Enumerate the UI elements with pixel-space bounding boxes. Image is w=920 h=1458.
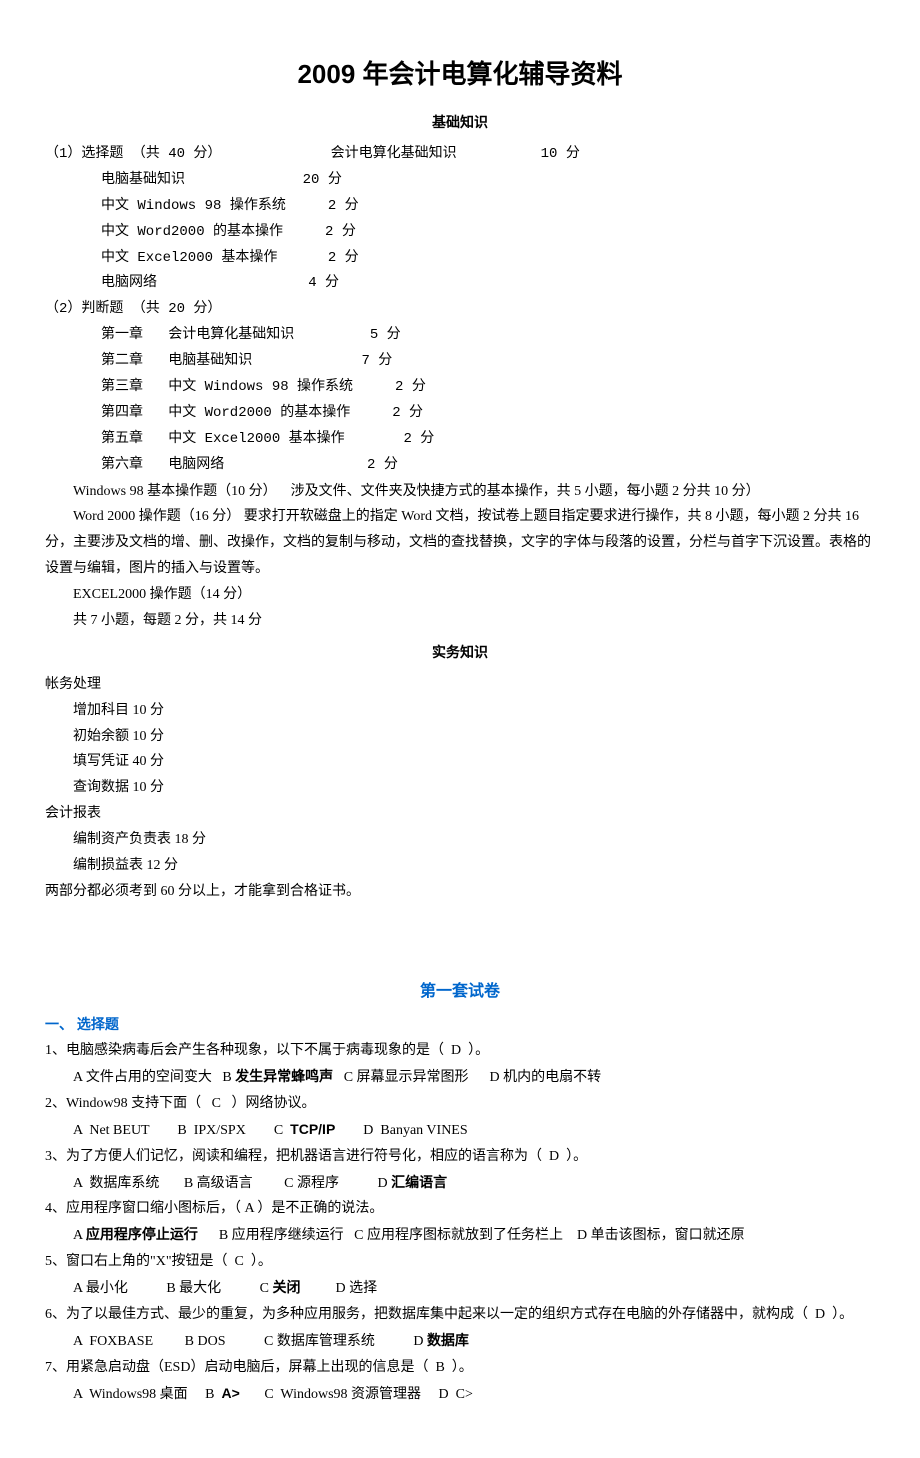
p2-line1: （2）判断题 （共 20 分）	[45, 297, 875, 323]
p1-line3: 中文 Windows 98 操作系统 2 分	[45, 194, 875, 220]
q7-options: A Windows98 桌面 B A> C Windows98 资源管理器 D …	[45, 1381, 875, 1408]
q5-oa: A 最小化 B 最大化 C	[73, 1281, 273, 1296]
p2-l6a: 第五章 中文 Excel2000 基本操作	[101, 431, 345, 447]
q7-oc: C Windows98 资源管理器 D C>	[240, 1387, 473, 1402]
q5-oc: D 选择	[301, 1281, 378, 1296]
p2-line7: 第六章 电脑网络 2 分	[45, 453, 875, 479]
q2: 2、Window98 支持下面（ C ）网络协议。	[45, 1091, 875, 1117]
p2-l3b: 7 分	[361, 353, 392, 369]
p1-l4b: 2 分	[325, 224, 356, 240]
q3-ob: 汇编语言	[391, 1174, 447, 1190]
p2-l5a: 第四章 中文 Word2000 的基本操作	[101, 405, 350, 421]
p4-note: 两部分都必须考到 60 分以上，才能拿到合格证书。	[45, 879, 875, 905]
p1-line6: 电脑网络 4 分	[45, 271, 875, 297]
subtitle-basic: 基础知识	[45, 110, 875, 136]
q6-ob: 数据库	[427, 1332, 469, 1348]
q6-options: A FOXBASE B DOS C 数据库管理系统 D 数据库	[45, 1328, 875, 1355]
p2-line2: 第一章 会计电算化基础知识 5 分	[45, 323, 875, 349]
q1-options: A 文件占用的空间变大 B 发生异常蜂鸣声 C 屏幕显示异常图形 D 机内的电扇…	[45, 1064, 875, 1091]
p4-l3: 填写凭证 40 分	[45, 749, 875, 775]
q7-oa: A Windows98 桌面 B	[73, 1387, 222, 1402]
subtitle-practice: 实务知识	[45, 640, 875, 666]
p1-l6b: 4 分	[308, 275, 339, 291]
q5-options: A 最小化 B 最大化 C 关闭 D 选择	[45, 1275, 875, 1302]
p2-l7b: 2 分	[367, 457, 398, 473]
set1-title: 第一套试卷	[45, 977, 875, 1007]
p4-h1: 帐务处理	[45, 672, 875, 698]
q4-oa: A	[73, 1228, 86, 1243]
p2-l4b: 2 分	[395, 379, 426, 395]
p1-line5: 中文 Excel2000 基本操作 2 分	[45, 246, 875, 272]
p4-h2: 会计报表	[45, 801, 875, 827]
q4-oc: B 应用程序继续运行 C 应用程序图标就放到了任务栏上 D 单击该图标，窗口就还…	[198, 1228, 745, 1243]
p1-l2b: 20 分	[303, 172, 342, 188]
p3-line4: 共 7 小题，每题 2 分，共 14 分	[45, 608, 875, 634]
q7: 7、用紧急启动盘（ESD）启动电脑后，屏幕上出现的信息是（ B ）。	[45, 1355, 875, 1381]
q3-options: A 数据库系统 B 高级语言 C 源程序 D 汇编语言	[45, 1170, 875, 1197]
p3-line3: EXCEL2000 操作题（14 分）	[45, 582, 875, 608]
p2-line3: 第二章 电脑基础知识 7 分	[45, 349, 875, 375]
p1-l3a: 中文 Windows 98 操作系统	[101, 198, 286, 214]
q2-options: A Net BEUT B IPX/SPX C TCP/IP D Banyan V…	[45, 1117, 875, 1144]
p3-line1: Windows 98 基本操作题（10 分） 涉及文件、文件夹及快捷方式的基本操…	[45, 479, 875, 505]
p2-l7a: 第六章 电脑网络	[101, 457, 224, 473]
p2-l3a: 第二章 电脑基础知识	[101, 353, 252, 369]
q4-ob: 应用程序停止运行	[86, 1226, 198, 1242]
q5: 5、窗口右上角的"X"按钮是（ C ）。	[45, 1249, 875, 1275]
q1-oc: C 屏幕显示异常图形 D 机内的电扇不转	[333, 1070, 601, 1085]
p2-l5b: 2 分	[392, 405, 423, 421]
p1-l1b: 会计电算化基础知识	[331, 146, 457, 162]
q3: 3、为了方便人们记忆，阅读和编程，把机器语言进行符号化，相应的语言称为（ D ）…	[45, 1144, 875, 1170]
p4-l2: 初始余额 10 分	[45, 724, 875, 750]
p4-l4: 查询数据 10 分	[45, 775, 875, 801]
p1-l1a: （1）选择题 （共 40 分）	[45, 146, 221, 162]
p4-l6: 编制损益表 12 分	[45, 853, 875, 879]
p1-line1: （1）选择题 （共 40 分） 会计电算化基础知识 10 分	[45, 142, 875, 168]
p2-l2b: 5 分	[370, 327, 401, 343]
p1-line2: 电脑基础知识 20 分	[45, 168, 875, 194]
p3-line2: Word 2000 操作题（16 分） 要求打开软磁盘上的指定 Word 文档，…	[45, 504, 875, 582]
p1-l5a: 中文 Excel2000 基本操作	[101, 250, 277, 266]
q4: 4、应用程序窗口缩小图标后，（ A ）是不正确的说法。	[45, 1196, 875, 1222]
q6: 6、为了以最佳方式、最少的重复，为多种应用服务，把数据库集中起来以一定的组织方式…	[45, 1302, 875, 1328]
q6-oa: A FOXBASE B DOS C 数据库管理系统 D	[73, 1334, 427, 1349]
p2-l2a: 第一章 会计电算化基础知识	[101, 327, 294, 343]
q1-oa: A 文件占用的空间变大 B	[73, 1070, 235, 1085]
q1: 1、电脑感染病毒后会产生各种现象，以下不属于病毒现象的是（ D ）。	[45, 1038, 875, 1064]
p1-l4a: 中文 Word2000 的基本操作	[101, 224, 283, 240]
q1-ob: 发生异常蜂鸣声	[235, 1068, 333, 1084]
p1-l6a: 电脑网络	[101, 275, 157, 291]
q2-oc: D Banyan VINES	[335, 1123, 467, 1138]
p1-l2a: 电脑基础知识	[101, 172, 185, 188]
p1-l5b: 2 分	[328, 250, 359, 266]
p2-l6b: 2 分	[403, 431, 434, 447]
sec1-head: 一、 选择题	[45, 1012, 875, 1038]
p4-l5: 编制资产负责表 18 分	[45, 827, 875, 853]
q2-ob: TCP/IP	[290, 1121, 335, 1137]
p2-l4a: 第三章 中文 Windows 98 操作系统	[101, 379, 353, 395]
p1-l3b: 2 分	[328, 198, 359, 214]
p4-l1: 增加科目 10 分	[45, 698, 875, 724]
p2-line5: 第四章 中文 Word2000 的基本操作 2 分	[45, 401, 875, 427]
p2-line4: 第三章 中文 Windows 98 操作系统 2 分	[45, 375, 875, 401]
document-title: 2009 年会计电算化辅导资料	[45, 50, 875, 98]
q2-oa: A Net BEUT B IPX/SPX C	[73, 1123, 290, 1138]
q5-ob: 关闭	[273, 1279, 301, 1295]
q3-oa: A 数据库系统 B 高级语言 C 源程序 D	[73, 1176, 391, 1191]
q4-options: A 应用程序停止运行 B 应用程序继续运行 C 应用程序图标就放到了任务栏上 D…	[45, 1222, 875, 1249]
p2-line6: 第五章 中文 Excel2000 基本操作 2 分	[45, 427, 875, 453]
p1-l1c: 10 分	[541, 146, 580, 162]
p1-line4: 中文 Word2000 的基本操作 2 分	[45, 220, 875, 246]
q7-ob: A>	[222, 1385, 240, 1401]
